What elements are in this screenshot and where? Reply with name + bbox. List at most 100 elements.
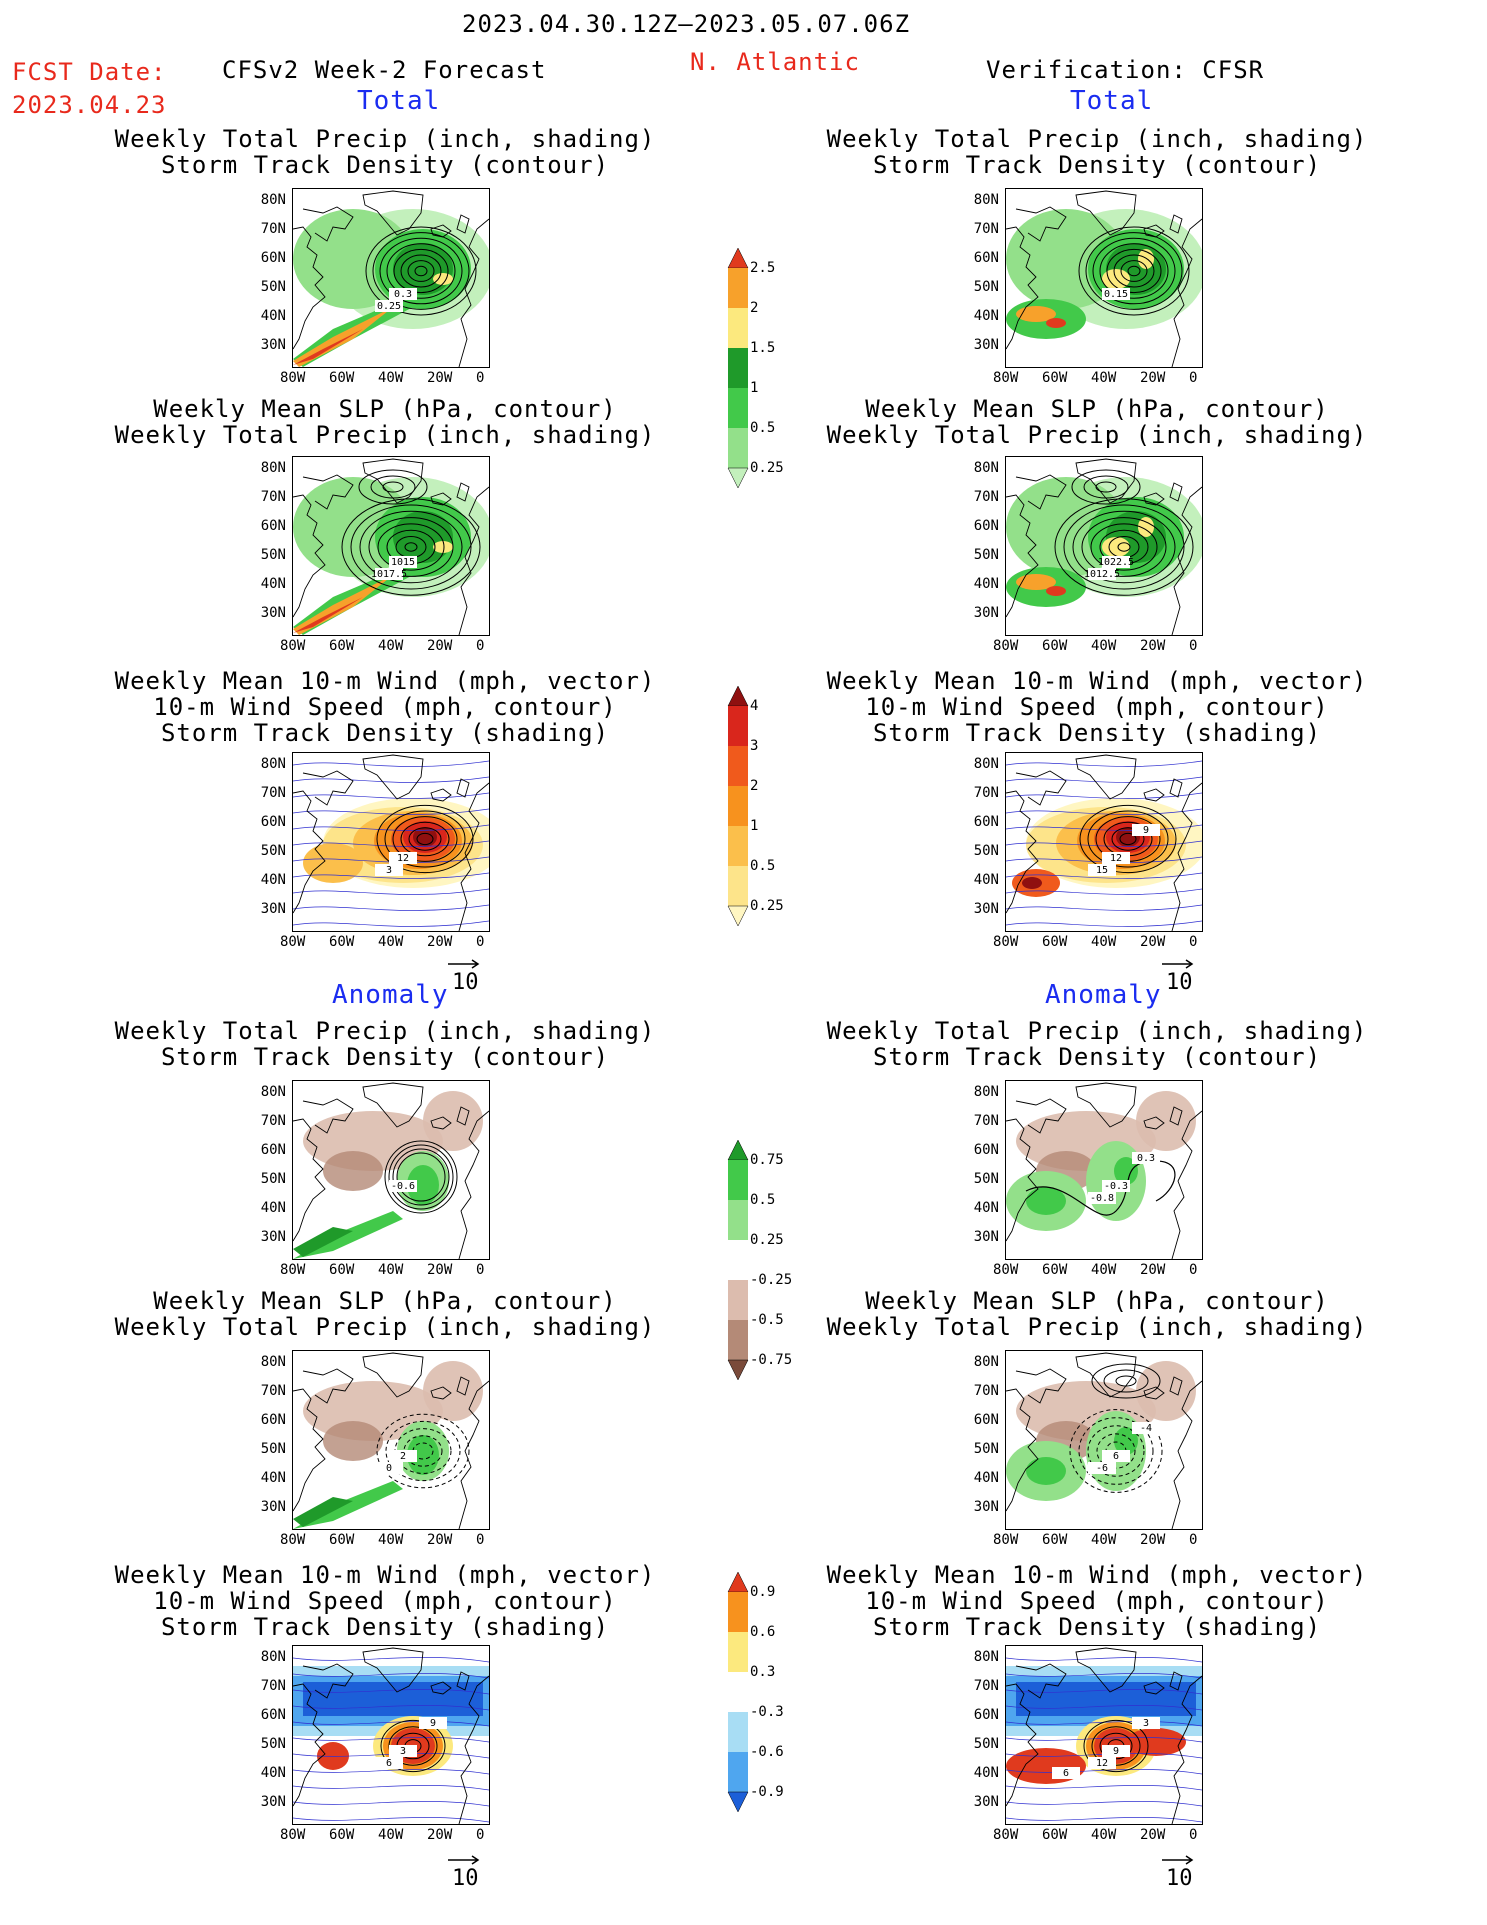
lon-label: 0 <box>476 934 485 950</box>
lat-label: 60N <box>260 1707 286 1723</box>
lat-label: 70N <box>260 221 286 237</box>
lat-label: 40N <box>260 308 286 324</box>
period-title: 2023.04.30.12Z–2023.05.07.06Z <box>462 10 911 38</box>
lon-label: 40W <box>378 934 404 950</box>
lat-label: 30N <box>260 605 286 621</box>
lat-label: 80N <box>260 192 286 208</box>
lat-label: 70N <box>973 1383 999 1399</box>
colorbar-label: -0.75 <box>750 1352 793 1368</box>
colorbar-label: 0.5 <box>750 858 776 874</box>
lon-label: 60W <box>1042 1262 1068 1278</box>
lat-label: 30N <box>260 337 286 353</box>
lat-label: 50N <box>260 547 286 563</box>
lat-label: 30N <box>973 1794 999 1810</box>
lat-label: 50N <box>973 279 999 295</box>
lon-label: 60W <box>329 1532 355 1548</box>
lat-label: 30N <box>973 337 999 353</box>
lat-label: 40N <box>260 1200 286 1216</box>
lat-label: 60N <box>973 814 999 830</box>
map-panel: 0.15 <box>1005 188 1203 368</box>
contour-label: 6 <box>1063 1768 1069 1779</box>
lon-label: 20W <box>427 1532 453 1548</box>
panel-title: Weekly Total Precip (inch, shading) Stor… <box>826 125 1368 179</box>
lon-label: 60W <box>329 638 355 654</box>
lon-label: 60W <box>1042 1827 1068 1843</box>
colorbar <box>727 1140 749 1381</box>
lat-label: 50N <box>260 1171 286 1187</box>
lon-label: 0 <box>476 1532 485 1548</box>
lat-label: 50N <box>260 279 286 295</box>
colorbar-label: 0.3 <box>750 1664 776 1680</box>
contour-label: 1015 <box>391 557 415 568</box>
contour-label: 0.3 <box>394 289 412 300</box>
vector-ref-3: 10 <box>452 1866 479 1891</box>
colorbar-label: 0.5 <box>750 1192 776 1208</box>
map-panel: 1022.5 1012.5 <box>1005 456 1203 636</box>
lon-label: 60W <box>329 1827 355 1843</box>
verification-title: Verification: CFSR <box>986 56 1265 84</box>
panel-title: Weekly Mean 10-m Wind (mph, vector) 10-m… <box>826 1561 1368 1641</box>
lat-label: 60N <box>973 1707 999 1723</box>
lon-label: 40W <box>1091 1262 1117 1278</box>
panel-title: Weekly Mean SLP (hPa, contour) Weekly To… <box>114 395 656 449</box>
contour-label: 6 <box>1113 1451 1119 1462</box>
lon-label: 20W <box>1140 934 1166 950</box>
panel-title: Weekly Mean 10-m Wind (mph, vector) 10-m… <box>826 667 1368 747</box>
contour-label: 0 <box>386 1463 392 1474</box>
lat-label: 70N <box>973 1678 999 1694</box>
colorbar-label: 3 <box>750 738 759 754</box>
lon-label: 0 <box>1189 934 1198 950</box>
lon-label: 0 <box>1189 638 1198 654</box>
colorbar-label: 1 <box>750 818 759 834</box>
lon-label: 40W <box>378 1827 404 1843</box>
lon-label: 80W <box>280 638 306 654</box>
lat-label: 60N <box>973 1412 999 1428</box>
lat-label: 40N <box>260 872 286 888</box>
lat-label: 70N <box>973 785 999 801</box>
lat-label: 70N <box>260 1383 286 1399</box>
lat-label: 30N <box>973 901 999 917</box>
lat-label: 30N <box>973 605 999 621</box>
lat-label: 70N <box>973 221 999 237</box>
lon-label: 60W <box>1042 934 1068 950</box>
contour-label: 0.25 <box>377 301 401 312</box>
fcst-date-value: 2023.04.23 <box>12 91 167 119</box>
contour-label: 9 <box>430 1718 436 1729</box>
contour-label: 3 <box>386 865 392 876</box>
colorbar <box>727 248 749 489</box>
lat-label: 60N <box>260 518 286 534</box>
lat-label: 70N <box>973 1113 999 1129</box>
lon-label: 20W <box>427 934 453 950</box>
lat-label: 30N <box>260 901 286 917</box>
lat-label: 80N <box>973 1084 999 1100</box>
lat-label: 40N <box>973 1470 999 1486</box>
panel-title: Weekly Mean SLP (hPa, contour) Weekly To… <box>826 1287 1368 1341</box>
lon-label: 40W <box>1091 1827 1117 1843</box>
lat-label: 80N <box>260 1649 286 1665</box>
colorbar-label: 0.25 <box>750 1232 784 1248</box>
lon-label: 60W <box>1042 370 1068 386</box>
colorbar <box>727 686 749 927</box>
contour-label: 0.15 <box>1104 289 1128 300</box>
lat-label: 40N <box>260 1765 286 1781</box>
lat-label: 40N <box>973 1765 999 1781</box>
lat-label: 70N <box>260 489 286 505</box>
contour-label: -6 <box>1096 1463 1108 1474</box>
contour-label: 1017.5 <box>371 569 407 580</box>
lat-label: 80N <box>260 756 286 772</box>
colorbar-label: 2 <box>750 300 759 316</box>
colorbar <box>727 1572 749 1813</box>
lon-label: 60W <box>1042 1532 1068 1548</box>
map-panel: 0.3 0.25 <box>292 188 490 368</box>
colorbar-label: -0.25 <box>750 1272 793 1288</box>
vector-ref-4: 10 <box>1166 1866 1193 1891</box>
lat-label: 30N <box>260 1229 286 1245</box>
lon-label: 40W <box>378 638 404 654</box>
lon-label: 60W <box>1042 638 1068 654</box>
colorbar-label: 0.25 <box>750 460 784 476</box>
lat-label: 80N <box>973 756 999 772</box>
panel-title: Weekly Mean SLP (hPa, contour) Weekly To… <box>114 1287 656 1341</box>
contour-label: -0.6 <box>391 1181 415 1192</box>
lat-label: 70N <box>260 785 286 801</box>
